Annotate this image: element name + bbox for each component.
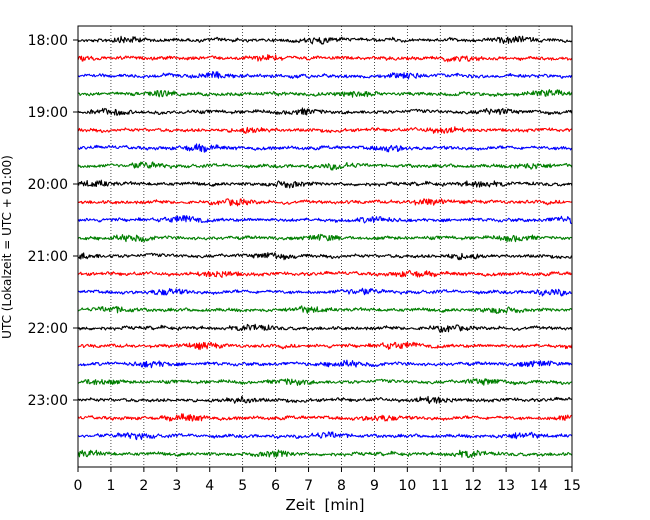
plot-frame [77, 25, 573, 468]
x-tick-label-15: 15 [563, 478, 581, 494]
y-tick-label-1800: 18:00 [28, 33, 68, 49]
y-tick-label-2300: 23:00 [28, 393, 68, 409]
x-axis-ticks: 0 1 2 3 4 5 6 7 8 9 10 11 12 13 14 15 [74, 467, 581, 494]
trace-2230 [77, 359, 573, 369]
trace-2100 [77, 252, 573, 261]
y-tick-label-1900: 19:00 [28, 105, 68, 121]
trace-1900 [77, 107, 573, 116]
x-tick-label-5: 5 [238, 478, 247, 494]
trace-2330 [77, 431, 573, 441]
x-tick-label-7: 7 [304, 478, 313, 494]
x-tick-label-4: 4 [205, 478, 214, 494]
y-tick-label-2200: 22:00 [28, 321, 68, 337]
trace-1915 [77, 126, 573, 134]
plot-background [78, 26, 572, 467]
trace-2015 [77, 198, 573, 207]
x-axis-label: Zeit [min] [285, 496, 364, 514]
x-tick-label-6: 6 [271, 478, 280, 494]
trace-2045 [77, 233, 573, 243]
x-tick-label-13: 13 [497, 478, 515, 494]
x-tick-label-14: 14 [530, 478, 548, 494]
trace-2345 [77, 449, 573, 459]
y-axis-label: UTC (Lokalzeit = UTC + 01:00) [0, 155, 14, 339]
x-tick-label-2: 2 [139, 478, 148, 494]
trace-1845 [77, 89, 573, 98]
x-tick-label-0: 0 [74, 478, 83, 494]
trace-2315 [77, 413, 573, 422]
trace-2130 [77, 287, 573, 297]
x-tick-label-8: 8 [337, 478, 346, 494]
trace-1930 [77, 143, 573, 153]
y-axis-ticks: 18:00 19:00 20:00 21:00 22:00 23:00 [28, 33, 78, 409]
trace-1815 [77, 54, 573, 63]
trace-2030 [77, 214, 573, 225]
trace-1830 [77, 70, 573, 80]
trace-2200 [77, 323, 573, 333]
trace-2115 [77, 269, 573, 278]
y-tick-label-2100: 21:00 [28, 249, 68, 265]
trace-group [77, 35, 573, 459]
x-tick-label-1: 1 [106, 478, 115, 494]
x-tick-label-11: 11 [431, 478, 449, 494]
y-tick-label-2000: 20:00 [28, 177, 68, 193]
trace-2000 [77, 179, 573, 189]
trace-2245 [77, 378, 573, 386]
trace-2145 [77, 305, 573, 314]
x-tick-label-10: 10 [398, 478, 416, 494]
trace-2215 [77, 341, 573, 351]
x-tick-label-12: 12 [464, 478, 482, 494]
trace-1945 [77, 161, 573, 171]
x-tick-label-3: 3 [172, 478, 181, 494]
trace-1800 [77, 35, 573, 45]
trace-2300 [77, 395, 573, 404]
x-tick-label-9: 9 [370, 478, 379, 494]
